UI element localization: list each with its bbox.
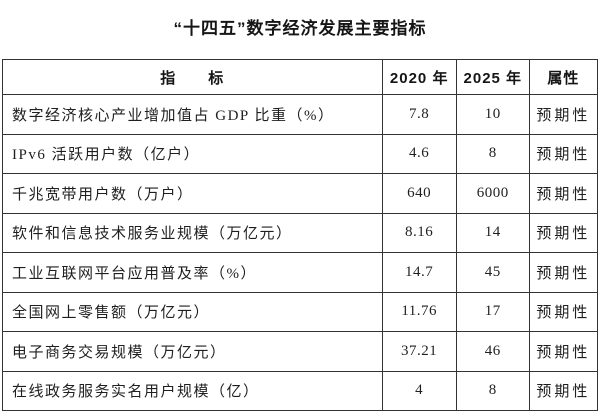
value-2020-cell: 7.8 bbox=[381, 94, 457, 135]
indicator-cell: 软件和信息技术服务业规模（万亿元） bbox=[2, 212, 383, 253]
indicator-cell: 全国网上零售额（万亿元） bbox=[2, 291, 383, 332]
value-2020-cell: 14.7 bbox=[381, 252, 457, 293]
indicator-cell: IPv6 活跃用户数（亿户） bbox=[2, 133, 383, 174]
col-header-2020: 2020 年 bbox=[381, 59, 457, 95]
table-row: 数字经济核心产业增加值占 GDP 比重（%） 7.8 10 预期性 bbox=[2, 94, 599, 135]
table-row: IPv6 活跃用户数（亿户） 4.6 8 预期性 bbox=[2, 133, 599, 174]
indicator-cell: 数字经济核心产业增加值占 GDP 比重（%） bbox=[2, 94, 383, 135]
table-row: 电子商务交易规模（万亿元） 37.21 46 预期性 bbox=[2, 331, 599, 372]
table-row: 全国网上零售额（万亿元） 11.76 17 预期性 bbox=[2, 291, 599, 332]
header-row: 指 标 2020 年 2025 年 属性 bbox=[2, 59, 599, 95]
indicator-cell: 千兆宽带用户数（万户） bbox=[2, 173, 383, 214]
attribute-cell: 预期性 bbox=[528, 291, 599, 332]
attribute-cell: 预期性 bbox=[528, 133, 599, 174]
value-2025-cell: 17 bbox=[455, 291, 530, 332]
col-header-2025: 2025 年 bbox=[455, 59, 530, 95]
value-2020-cell: 640 bbox=[381, 173, 457, 214]
table-row: 软件和信息技术服务业规模（万亿元） 8.16 14 预期性 bbox=[2, 212, 599, 253]
page-title: “十四五”数字经济发展主要指标 bbox=[173, 19, 427, 38]
indicator-cell: 在线政务服务实名用户规模（亿） bbox=[2, 370, 383, 411]
attribute-cell: 预期性 bbox=[528, 173, 599, 214]
table-row: 千兆宽带用户数（万户） 640 6000 预期性 bbox=[2, 173, 599, 214]
indicator-cell: 工业互联网平台应用普及率（%） bbox=[2, 252, 383, 293]
value-2025-cell: 14 bbox=[455, 212, 530, 253]
value-2020-cell: 11.76 bbox=[381, 291, 457, 332]
col-header-indicator: 指 标 bbox=[2, 59, 383, 95]
value-2025-cell: 8 bbox=[455, 133, 530, 174]
attribute-cell: 预期性 bbox=[528, 94, 599, 135]
table-row: 在线政务服务实名用户规模（亿） 4 8 预期性 bbox=[2, 370, 599, 411]
value-2020-cell: 37.21 bbox=[381, 331, 457, 372]
attribute-cell: 预期性 bbox=[528, 370, 599, 411]
value-2020-cell: 4.6 bbox=[381, 133, 457, 174]
attribute-cell: 预期性 bbox=[528, 331, 599, 372]
indicators-table: 指 标 2020 年 2025 年 属性 数字经济核心产业增加值占 GDP 比重… bbox=[2, 59, 599, 411]
indicator-cell: 电子商务交易规模（万亿元） bbox=[2, 331, 383, 372]
attribute-cell: 预期性 bbox=[528, 212, 599, 253]
value-2025-cell: 10 bbox=[455, 94, 530, 135]
col-header-attribute: 属性 bbox=[528, 59, 599, 95]
attribute-cell: 预期性 bbox=[528, 252, 599, 293]
table-row: 工业互联网平台应用普及率（%） 14.7 45 预期性 bbox=[2, 252, 599, 293]
value-2025-cell: 8 bbox=[455, 370, 530, 411]
value-2025-cell: 6000 bbox=[455, 173, 530, 214]
value-2025-cell: 45 bbox=[455, 252, 530, 293]
value-2025-cell: 46 bbox=[455, 331, 530, 372]
value-2020-cell: 8.16 bbox=[381, 212, 457, 253]
